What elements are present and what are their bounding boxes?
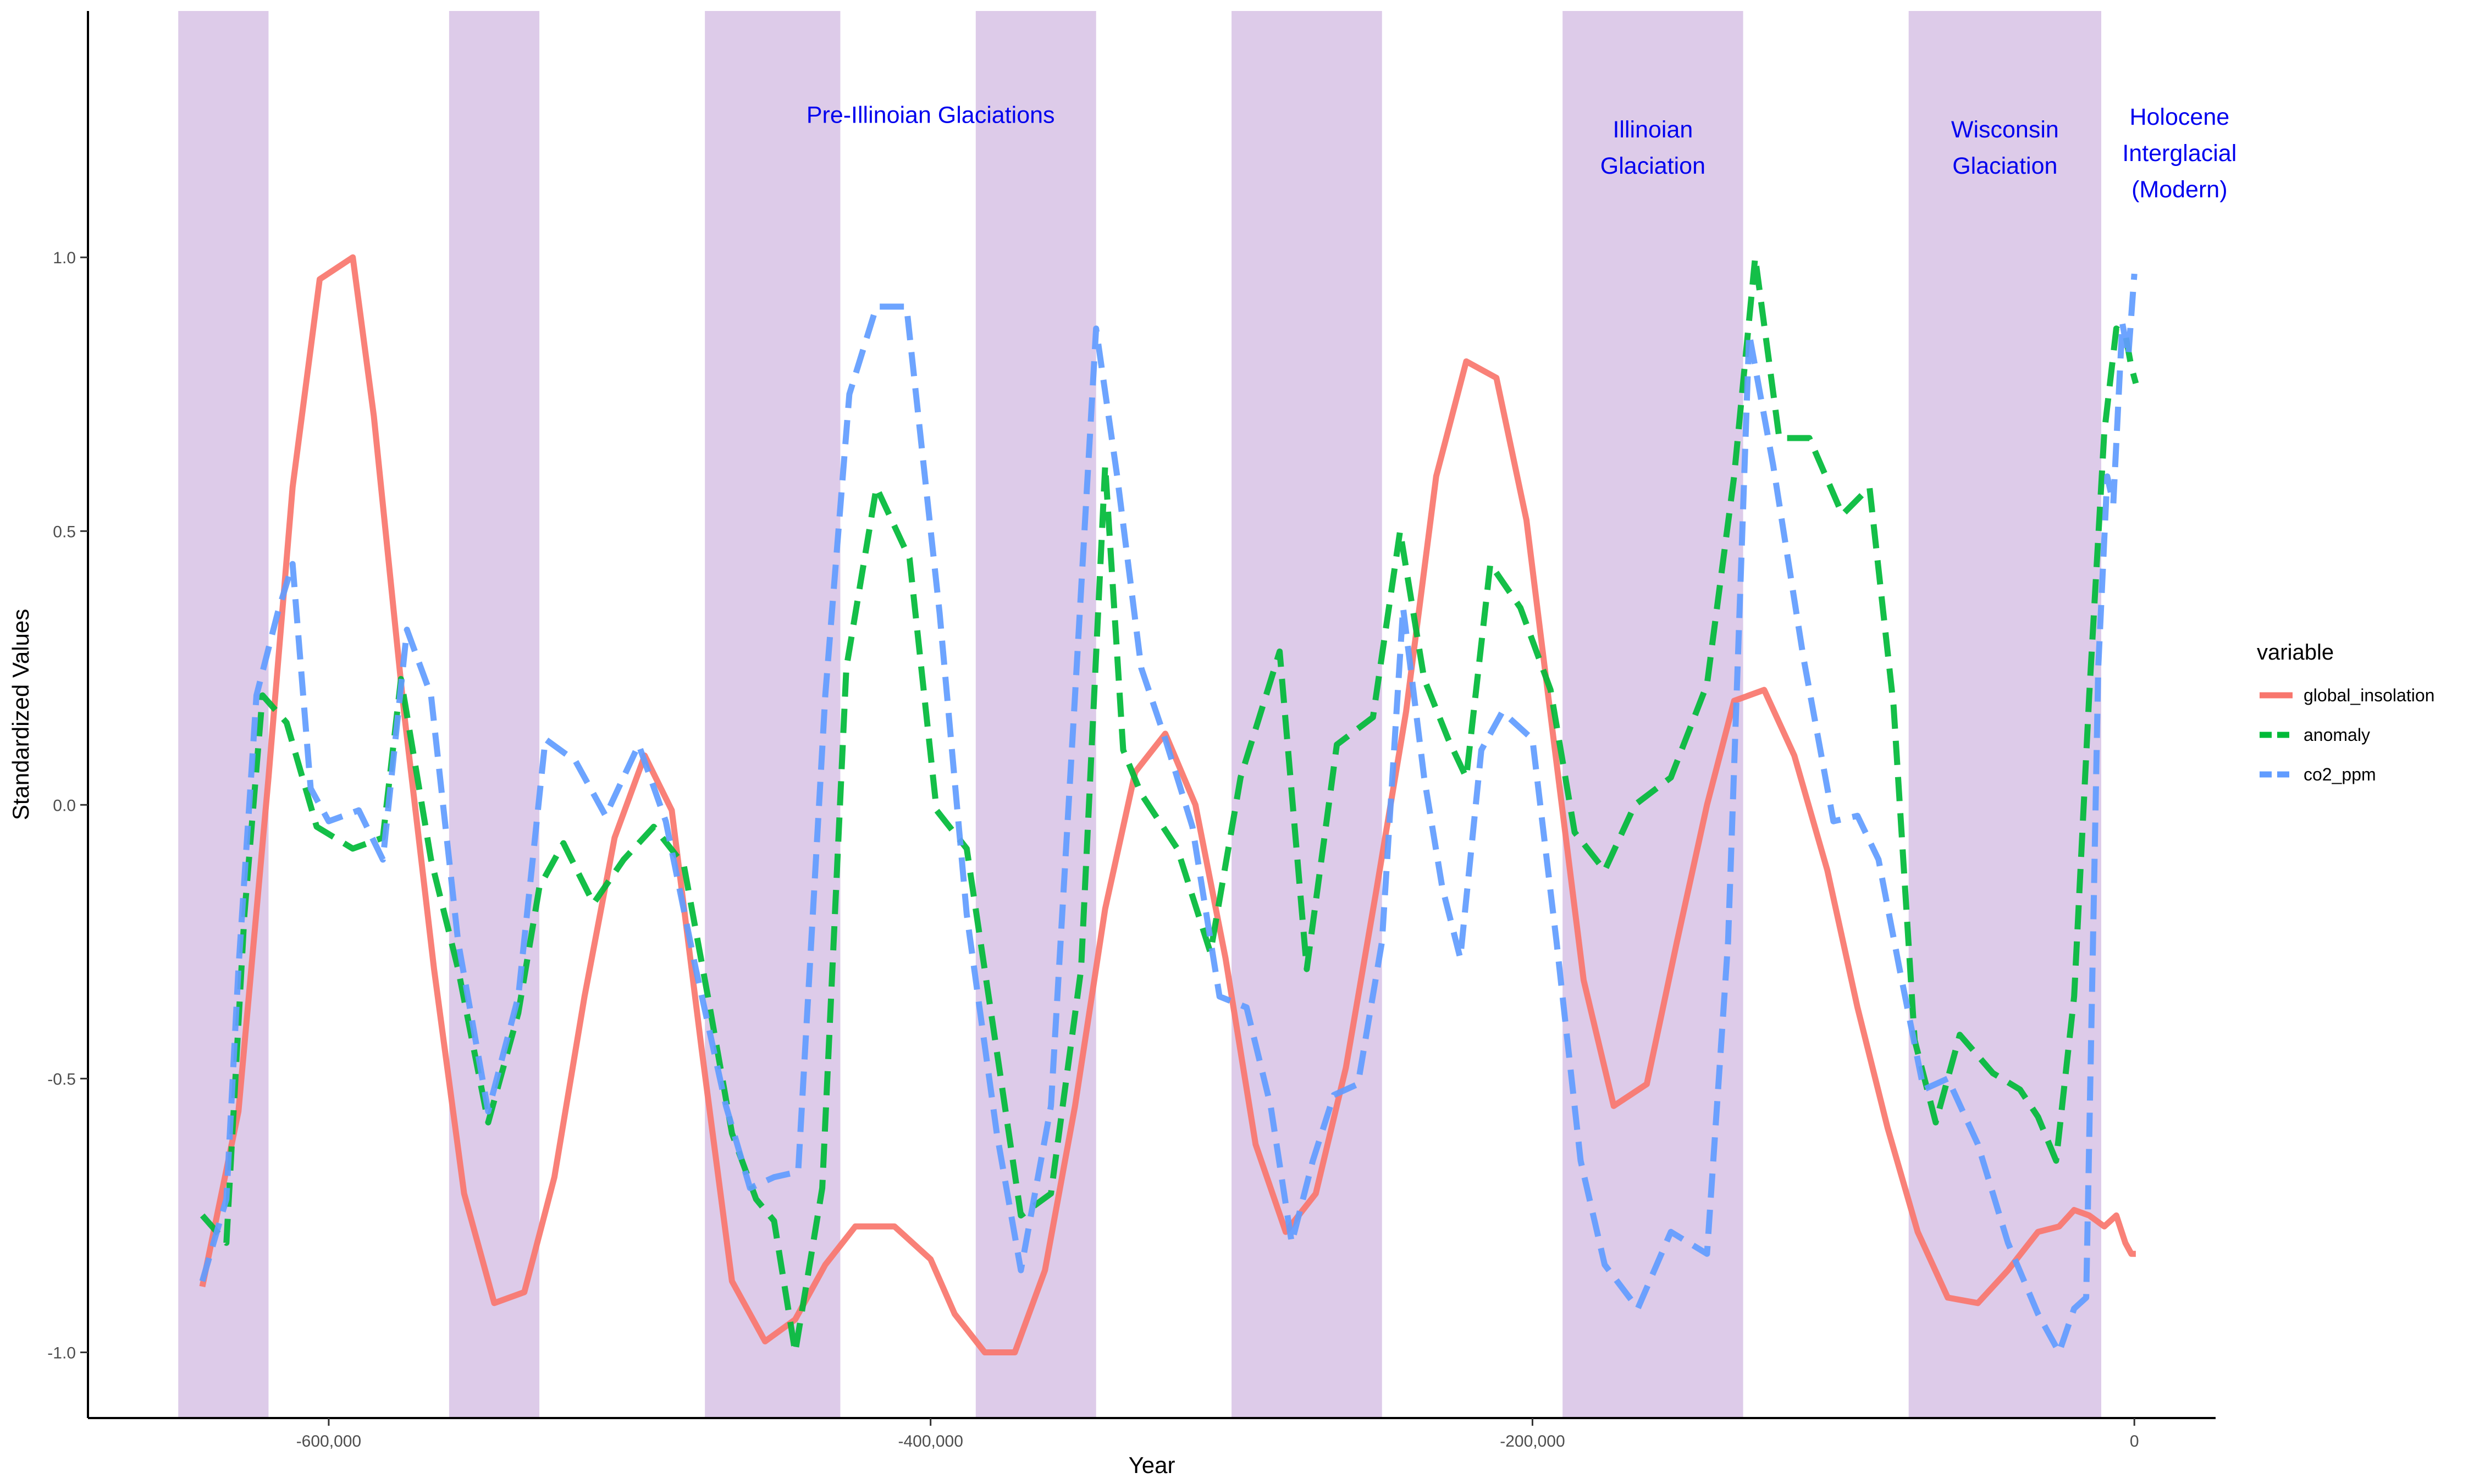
x-tick-label: -200,000 xyxy=(1500,1432,1565,1450)
glaciation-shade-7 xyxy=(1908,11,2101,1418)
annotation-label: Illinoian xyxy=(1612,117,1693,143)
series-line-global-insolation xyxy=(199,254,2136,1355)
x-axis-title: Year xyxy=(1129,1452,1175,1478)
glaciation-shade-4 xyxy=(975,11,1096,1418)
annotation-label: Pre-Illinoian Glaciations xyxy=(807,102,1055,128)
period-annotations: Pre-Illinoian Glaciations Illinoian Glacia… xyxy=(807,102,2236,203)
y-axis-ticks: -1.0 -0.5 0.0 0.5 1.0 xyxy=(47,249,88,1362)
annotation-label: Wisconsin xyxy=(1951,117,2059,143)
x-tick-label: 0 xyxy=(2130,1432,2139,1450)
y-tick-label: 0.0 xyxy=(53,796,76,815)
annotation-label: Glaciation xyxy=(1600,153,1705,179)
series-line-co2-ppm xyxy=(199,273,2138,1355)
annotation-label: Glaciation xyxy=(1952,153,2057,179)
y-axis-title: Standardized Values xyxy=(8,609,34,820)
y-tick-label: -0.5 xyxy=(47,1070,76,1088)
annotation-label: (Modern) xyxy=(2131,176,2227,203)
y-tick-label: -1.0 xyxy=(47,1344,76,1362)
axes xyxy=(87,11,2216,1419)
y-tick-label: 1.0 xyxy=(53,249,76,267)
x-axis-ticks: -600,000 -400,000 -200,000 0 xyxy=(296,1418,2139,1450)
data-series xyxy=(199,254,2139,1355)
legend-label: global_insolation xyxy=(2304,685,2434,705)
y-tick-label: 0.5 xyxy=(53,523,76,541)
legend-label: co2_ppm xyxy=(2304,765,2376,784)
x-tick-label: -400,000 xyxy=(898,1432,963,1450)
x-tick-label: -600,000 xyxy=(296,1432,361,1450)
glaciation-shade-2 xyxy=(449,11,540,1418)
legend-title: variable xyxy=(2257,640,2334,665)
annotation-label: Interglacial xyxy=(2122,140,2236,167)
legend-label: anomaly xyxy=(2304,725,2370,745)
annotation-label: Holocene xyxy=(2129,104,2229,130)
glaciation-shade-6 xyxy=(1562,11,1743,1418)
glaciation-shade-3 xyxy=(705,11,841,1418)
